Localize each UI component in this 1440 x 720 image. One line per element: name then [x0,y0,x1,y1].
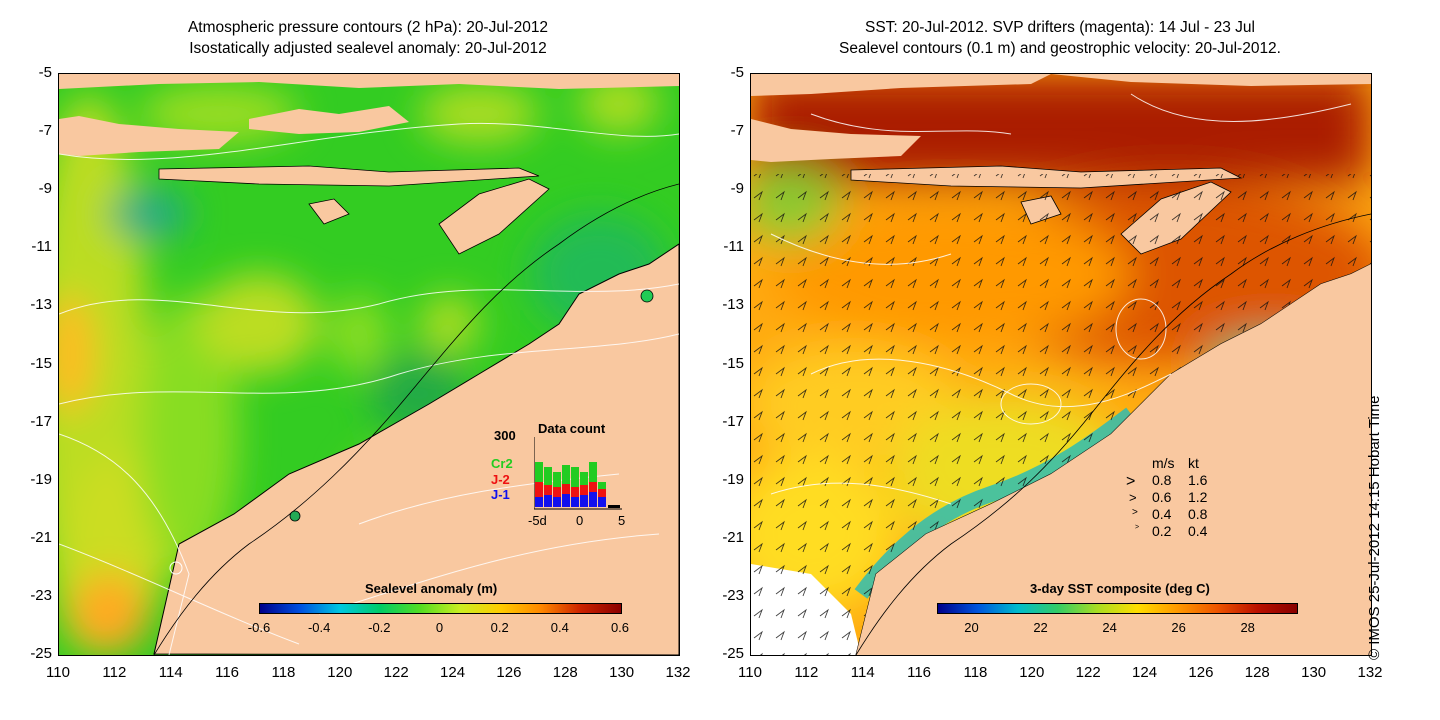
y-tick-label-right: -7 [730,122,744,140]
y-tick-label-left: -25 [30,645,52,662]
velocity-legend-ms: 0.2 [1152,523,1172,539]
left-colorbar-tick: 0 [435,620,444,635]
y-tick-label-left: -21 [30,528,52,546]
y-tick-label-right: -23 [722,586,744,604]
y-tick-label-left: -5 [38,64,52,81]
right-colorbar-tick: 24 [1102,620,1117,635]
velocity-legend-header-ms: m/s [1152,455,1175,471]
right-colorbar-tick: 26 [1171,620,1186,635]
right-colorbar [937,603,1298,614]
data-count-title: Data count [538,421,606,436]
data-count-xtick-0: -5d [528,513,547,528]
right-colorbar-tick: 20 [964,620,979,635]
x-tick-label-right: 110 [738,664,762,681]
left-colorbar-tick: -0.6 [247,620,271,635]
data-count-xtick-2: 5 [618,513,626,528]
right-title-line2: Sealevel contours (0.1 m) and geostrophi… [839,40,1281,57]
x-tick-label-left: 126 [496,664,522,681]
y-tick-label-left: -17 [30,412,52,430]
x-tick-label-left: 128 [552,664,578,681]
left-title-line1: Atmospheric pressure contours (2 hPa): 2… [187,19,549,36]
velocity-legend-kt: 1.2 [1188,489,1208,505]
right-colorbar-tick: 28 [1240,620,1255,635]
x-tick-label-right: 130 [1301,664,1327,681]
x-tick-label-left: 122 [383,664,409,681]
left-colorbar-tick: 0.6 [610,620,630,635]
sealevel-anomaly-map [58,73,680,656]
right-colorbar-tick: 22 [1033,620,1048,635]
x-tick-label-right: 112 [794,664,819,681]
x-tick-label-right: 120 [1019,664,1045,681]
data-count-chart [533,437,624,522]
y-tick-label-left: -13 [30,296,52,314]
velocity-legend-kt: 0.4 [1188,523,1208,539]
data-count-legend-cr2: Cr2 [491,456,513,471]
y-tick-label-right: -13 [722,296,744,314]
y-tick-label-right: -5 [730,64,744,81]
data-count-legend-j2: J-2 [491,472,510,487]
velocity-legend-kt: 1.6 [1188,472,1208,488]
left-colorbar-tick: 0.2 [490,620,509,635]
x-tick-label-left: 116 [215,664,240,681]
y-tick-label-right: -19 [722,470,744,488]
velocity-legend-ms: 0.4 [1152,506,1172,522]
x-tick-label-right: 116 [907,664,932,681]
x-tick-label-right: 128 [1244,664,1270,681]
y-tick-label-right: -17 [722,412,744,430]
velocity-legend-arrow: > [1135,524,1140,531]
sst-map [750,73,1372,656]
y-tick-label-left: -7 [38,122,52,140]
velocity-legend-ms: 0.8 [1152,472,1172,488]
right-title-line1: SST: 20-Jul-2012. SVP drifters (magenta)… [865,19,1255,36]
velocity-legend-arrow: > [1126,473,1136,490]
x-tick-label-left: 120 [327,664,353,681]
x-tick-label-left: 132 [665,664,691,681]
y-tick-label-left: -23 [30,586,52,604]
velocity-legend-header-kt: kt [1188,455,1199,471]
data-count-legend-j1: J-1 [491,487,510,502]
copyright-text: © IMOS 25-Jul-2012 14:15 Hobart Time [1366,395,1383,660]
x-tick-label-left: 124 [440,664,466,681]
y-tick-label-right: -21 [722,528,744,546]
x-tick-label-left: 118 [271,664,296,681]
x-tick-label-left: 114 [158,664,183,681]
y-tick-label-right: -15 [722,354,744,372]
left-colorbar-tick: 0.4 [550,620,569,635]
y-tick-label-right: -11 [723,238,744,256]
velocity-legend-arrow: > [1132,507,1138,518]
x-tick-label-right: 126 [1188,664,1214,681]
y-tick-label-left: -11 [31,238,52,256]
velocity-legend-arrow: > [1129,490,1137,505]
y-tick-label-right: -9 [730,180,744,198]
left-colorbar [259,603,622,614]
x-tick-label-left: 130 [609,664,635,681]
y-tick-label-left: -15 [30,354,52,372]
x-tick-label-right: 114 [850,664,875,681]
left-colorbar-label: Sealevel anomaly (m) [365,581,498,596]
data-count-max-label: 300 [494,428,516,443]
right-colorbar-label: 3-day SST composite (deg C) [1030,581,1210,596]
x-tick-label-left: 112 [102,664,127,681]
y-tick-label-left: -19 [30,470,52,488]
velocity-legend-ms: 0.6 [1152,489,1172,505]
x-tick-label-right: 132 [1357,664,1383,681]
x-tick-label-right: 124 [1132,664,1158,681]
x-tick-label-left: 110 [46,664,70,681]
left-title-line2: Isostatically adjusted sealevel anomaly:… [189,40,547,57]
left-colorbar-tick: -0.2 [368,620,391,635]
x-tick-label-right: 118 [963,664,988,681]
y-tick-label-left: -9 [38,180,52,198]
left-colorbar-tick: -0.4 [307,620,331,635]
velocity-legend-kt: 0.8 [1188,506,1208,522]
y-tick-label-right: -25 [722,645,744,662]
x-tick-label-right: 122 [1075,664,1101,681]
data-count-xtick-1: 0 [576,513,584,528]
